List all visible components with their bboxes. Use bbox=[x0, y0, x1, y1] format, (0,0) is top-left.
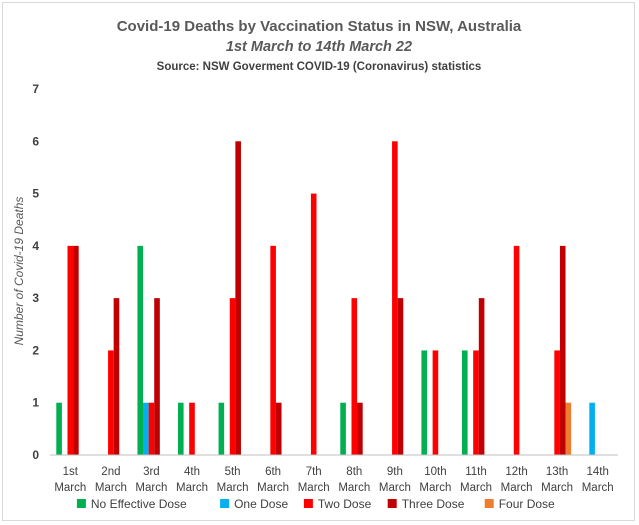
y-tick-label: 4 bbox=[32, 239, 39, 253]
x-tick-label-month: March bbox=[541, 482, 573, 494]
chart-frame bbox=[2, 2, 635, 521]
x-tick-label-month: March bbox=[582, 482, 614, 494]
x-tick-label-month: March bbox=[54, 482, 86, 494]
x-tick-label-month: March bbox=[460, 482, 492, 494]
bar-three-dose bbox=[478, 298, 485, 455]
bar-three-dose bbox=[154, 298, 160, 455]
y-tick-label: 5 bbox=[32, 187, 39, 201]
x-tick-label-day: 5th bbox=[225, 466, 241, 478]
y-ticks: 0 1 2 3 4 5 6 7 bbox=[32, 82, 39, 462]
bar-one-dose bbox=[143, 402, 149, 455]
x-tick-label-day: 1st bbox=[63, 466, 79, 478]
x-tick-label-month: March bbox=[379, 482, 411, 494]
bar-two-dose bbox=[554, 350, 560, 455]
bar-no-effective-dose bbox=[56, 402, 62, 455]
legend: No Effective Dose One Dose Two Dose Three D… bbox=[76, 497, 555, 511]
bar-three-dose bbox=[113, 298, 120, 455]
y-tick-label: 3 bbox=[32, 291, 39, 305]
y-tick-label: 7 bbox=[32, 82, 39, 96]
legend-label: Four Dose bbox=[499, 497, 555, 511]
bar-no-effective-dose bbox=[137, 245, 144, 455]
x-tick-label-day: 14th bbox=[587, 466, 609, 478]
x-tick-label-month: March bbox=[501, 482, 533, 494]
bar-two-dose bbox=[229, 298, 236, 455]
bar-two-dose bbox=[351, 298, 358, 455]
y-tick-label: 1 bbox=[32, 396, 39, 410]
bar-three-dose bbox=[275, 402, 282, 455]
legend-label: Three Dose bbox=[402, 497, 465, 511]
legend-swatch bbox=[303, 499, 313, 508]
bar-two-dose bbox=[310, 193, 317, 455]
legend-swatch bbox=[484, 499, 494, 508]
x-tick-label-day: 6th bbox=[265, 466, 281, 478]
bar-no-effective-dose bbox=[462, 350, 468, 455]
bars bbox=[56, 141, 595, 456]
legend-label: One Dose bbox=[234, 497, 288, 511]
bar-four-dose bbox=[565, 402, 572, 455]
legend-swatch bbox=[387, 499, 397, 508]
bar-three-dose bbox=[235, 141, 241, 456]
bar-two-dose bbox=[270, 245, 276, 455]
chart-title: Covid-19 Deaths by Vaccination Status in… bbox=[117, 18, 522, 35]
x-tick-label-day: 8th bbox=[346, 466, 362, 478]
x-tick-label-month: March bbox=[217, 482, 249, 494]
x-tick-label-month: March bbox=[257, 482, 289, 494]
x-tick-label-day: 7th bbox=[306, 466, 322, 478]
x-tick-label-month: March bbox=[298, 482, 330, 494]
x-tick-label-month: March bbox=[419, 482, 451, 494]
bar-three-dose bbox=[559, 245, 566, 455]
x-tick-label-month: March bbox=[338, 482, 370, 494]
bar-two-dose bbox=[513, 245, 520, 455]
bar-two-dose bbox=[108, 350, 114, 455]
x-tick-label-day: 2nd bbox=[101, 466, 120, 478]
x-tick-label-day: 4th bbox=[184, 466, 200, 478]
x-tick-label-month: March bbox=[176, 482, 208, 494]
x-tick-label-day: 12th bbox=[505, 466, 527, 478]
category-labels: 1st March 2nd March 3rd March 4th March 5th March… bbox=[54, 466, 613, 494]
bar-two-dose bbox=[189, 402, 195, 455]
legend-swatch bbox=[220, 499, 230, 508]
legend-label: No Effective Dose bbox=[91, 497, 187, 511]
bar-one-dose bbox=[589, 402, 595, 455]
bar-two-dose bbox=[148, 402, 155, 455]
x-tick-label-day: 11th bbox=[465, 466, 487, 478]
bar-two-dose bbox=[473, 350, 479, 455]
x-tick-label-day: 9th bbox=[387, 466, 403, 478]
x-tick-label-month: March bbox=[135, 482, 167, 494]
x-tick-label-day: 10th bbox=[424, 466, 446, 478]
chart-source: Source: NSW Goverment COVID-19 (Coronavi… bbox=[157, 61, 482, 73]
bar-three-dose bbox=[397, 298, 404, 455]
y-axis-label: Number of Covid-19 Deaths bbox=[12, 197, 26, 346]
x-tick-label-day: 13th bbox=[546, 466, 568, 478]
y-tick-label: 0 bbox=[32, 448, 39, 462]
bar-no-effective-dose bbox=[421, 350, 428, 455]
bar-no-effective-dose bbox=[340, 402, 346, 455]
bar-three-dose bbox=[73, 245, 79, 455]
x-tick-label-day: 3rd bbox=[143, 466, 160, 478]
bar-two-dose bbox=[392, 141, 398, 456]
bar-no-effective-dose bbox=[218, 402, 225, 455]
legend-label: Two Dose bbox=[318, 497, 372, 511]
chart-subtitle: 1st March to 14th March 22 bbox=[226, 39, 412, 55]
bar-two-dose bbox=[67, 245, 74, 455]
y-tick-label: 6 bbox=[32, 134, 39, 148]
bar-no-effective-dose bbox=[178, 402, 184, 455]
x-tick-label-month: March bbox=[95, 482, 127, 494]
legend-swatch bbox=[76, 499, 86, 508]
bar-two-dose bbox=[432, 350, 439, 455]
y-tick-label: 2 bbox=[32, 343, 39, 357]
bar-three-dose bbox=[357, 402, 363, 455]
